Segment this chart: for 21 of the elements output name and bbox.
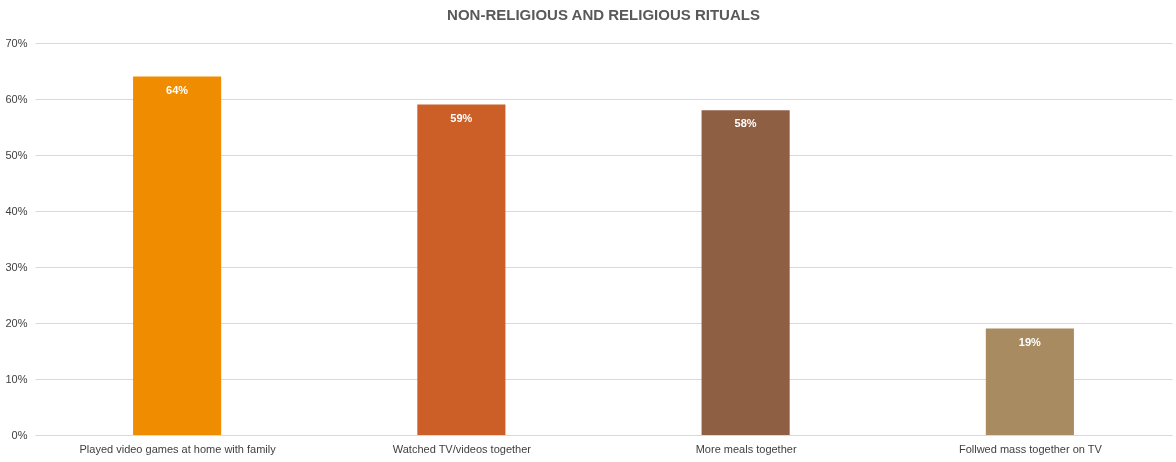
bar <box>133 76 222 435</box>
y-tick-label: 70% <box>5 36 28 49</box>
bar <box>985 328 1074 435</box>
y-tick-label: 60% <box>5 92 28 105</box>
data-label: 64% <box>166 83 189 96</box>
y-tick-label: 10% <box>5 372 28 385</box>
chart-title: NON-RELIGIOUS AND RELIGIOUS RITUALS <box>447 6 760 23</box>
y-tick-label: 50% <box>5 148 28 161</box>
x-tick-label: More meals together <box>695 442 797 455</box>
y-tick-label: 30% <box>5 260 28 273</box>
data-label: 58% <box>734 117 757 130</box>
x-tick-label: Follwed mass together on TV <box>958 442 1103 455</box>
bar <box>701 110 790 435</box>
x-tick-label: Watched TV/videos together <box>392 442 532 455</box>
data-label: 19% <box>1018 335 1042 348</box>
y-tick-label: 0% <box>11 428 28 441</box>
x-tick-label: Played video games at home with family <box>79 442 277 455</box>
y-tick-label: 20% <box>5 316 28 329</box>
bar <box>417 104 506 435</box>
data-label: 59% <box>450 111 473 124</box>
y-tick-label: 40% <box>5 204 28 217</box>
